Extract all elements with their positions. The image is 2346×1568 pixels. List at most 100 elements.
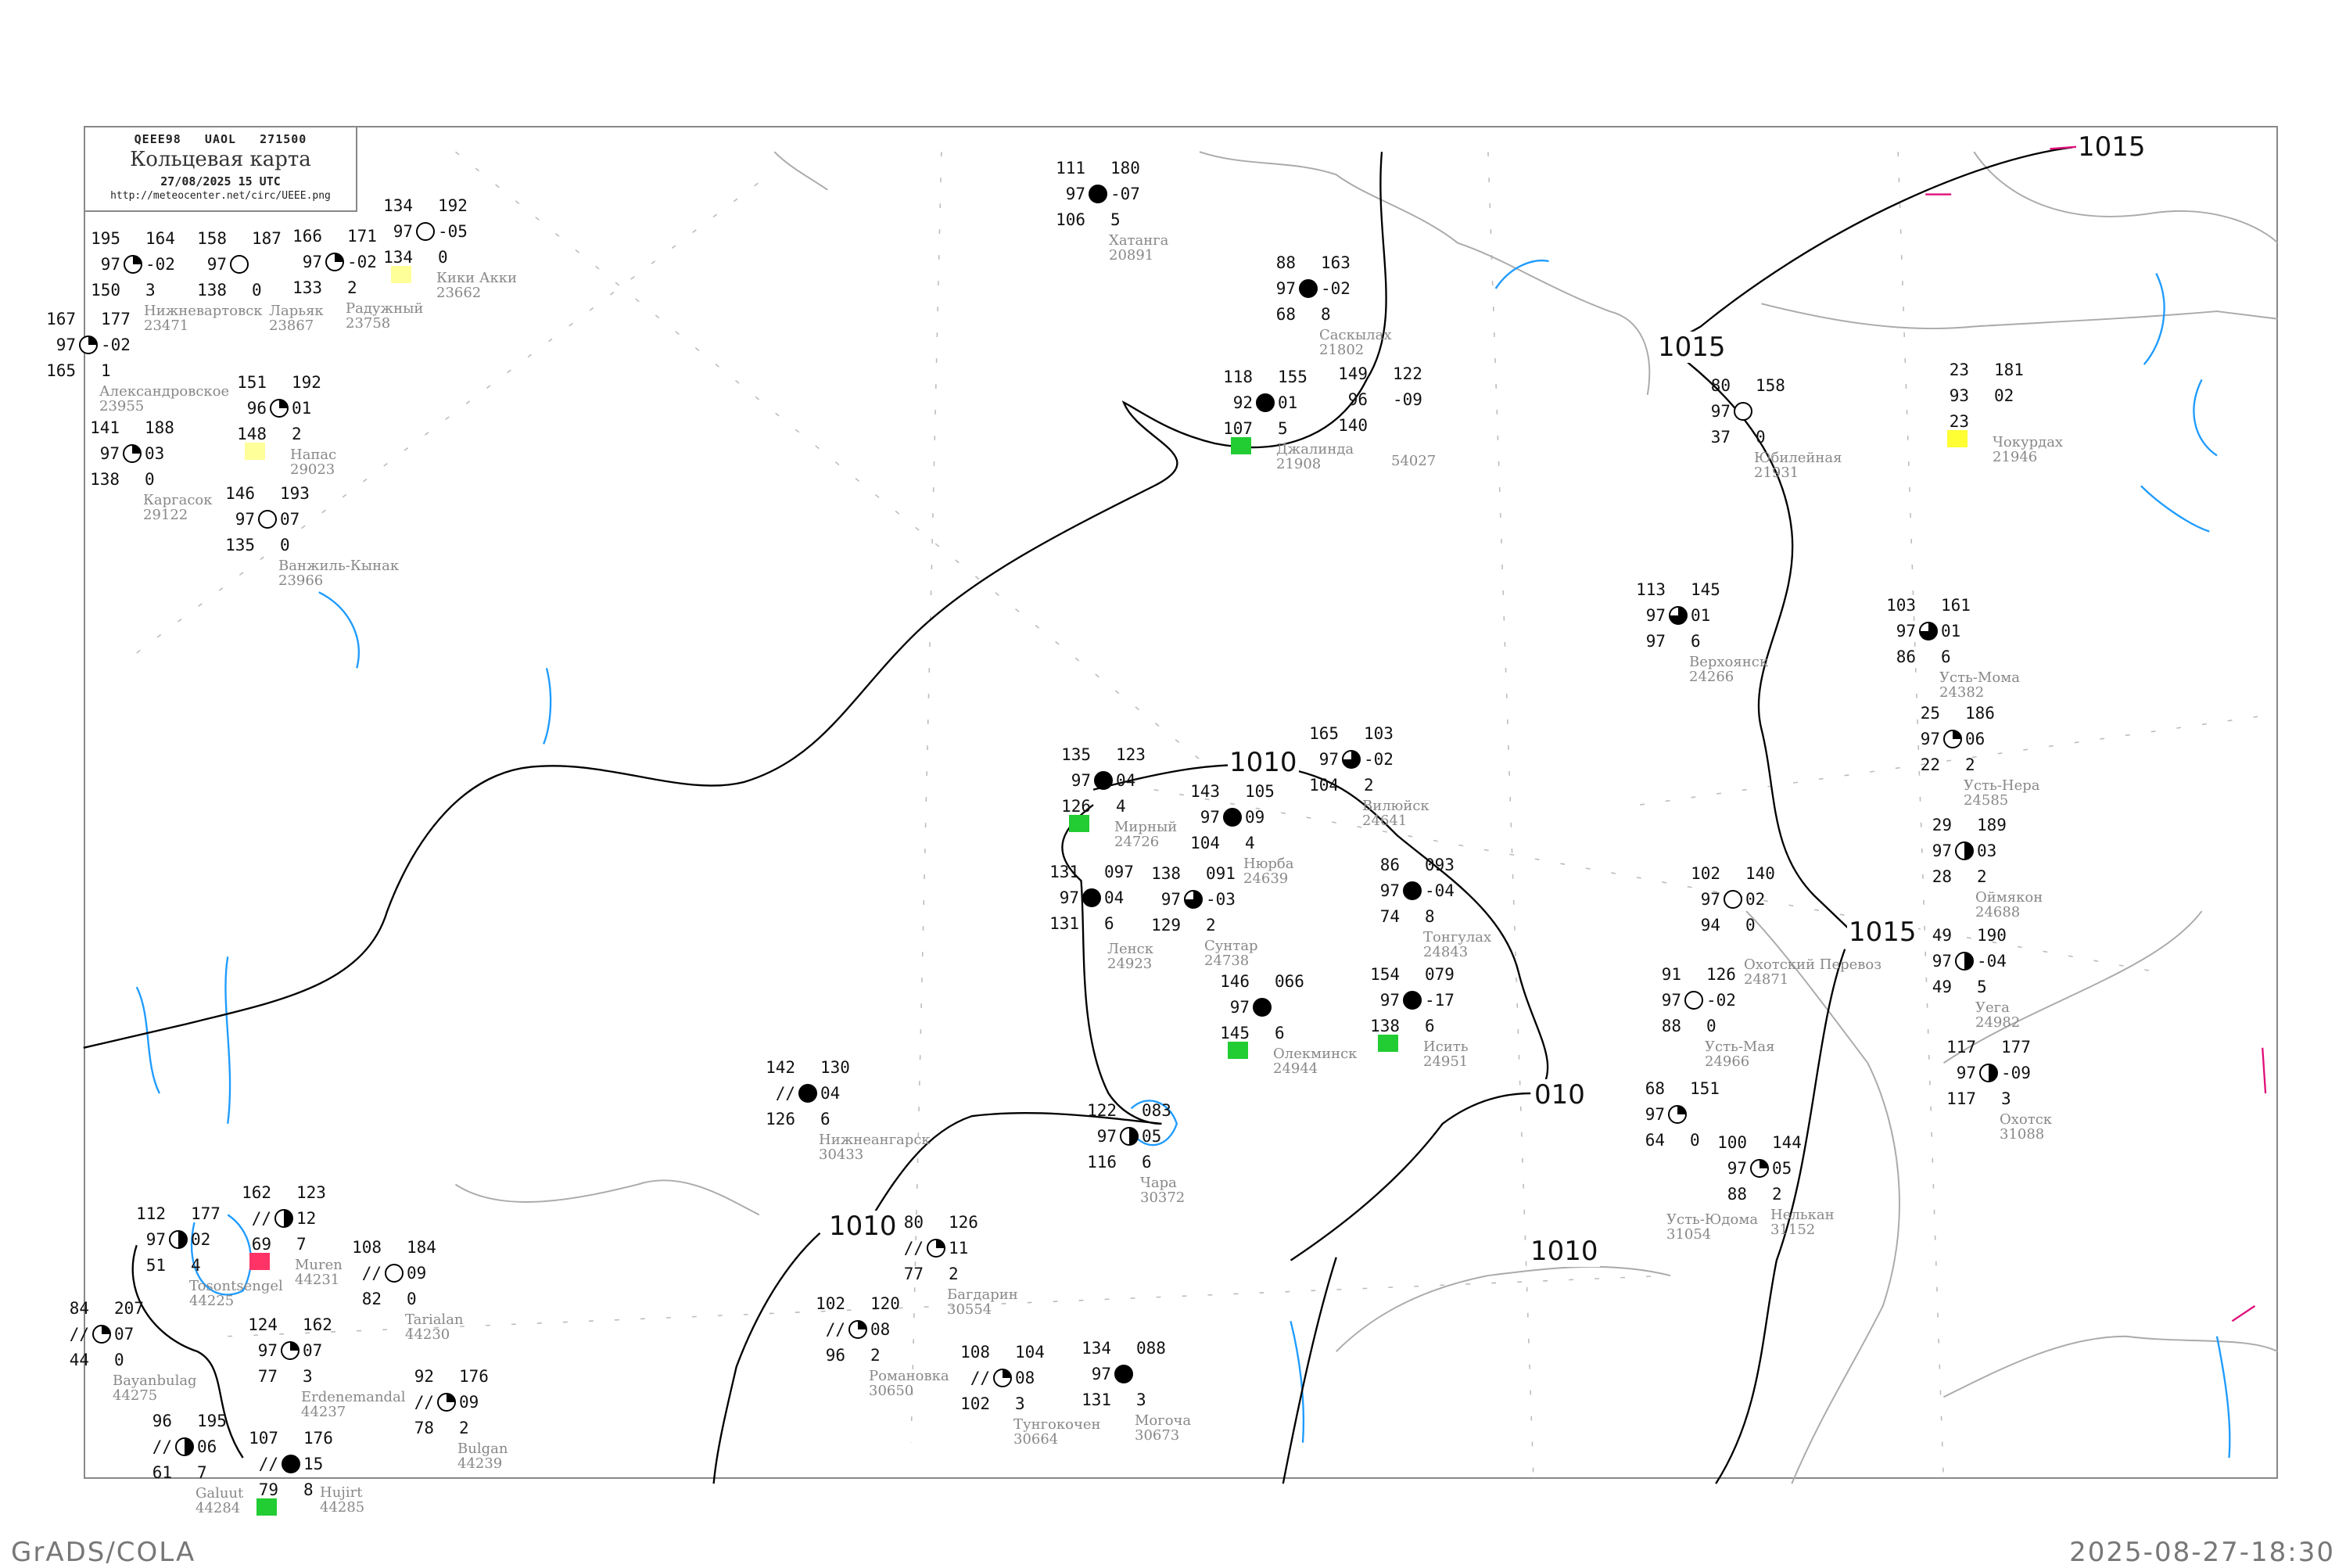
station-name: Ванжиль-Кынак: [278, 558, 400, 574]
station-cloud-amount: 6: [1425, 1017, 1435, 1035]
station-label[interactable]: Ленск 24923: [1107, 942, 1153, 971]
station-index: 24871: [1744, 971, 1789, 988]
station-label[interactable]: Юбилейная 21931: [1754, 450, 1842, 480]
coastline: [1761, 303, 2278, 330]
station-cloud-amount: 6: [1275, 1024, 1285, 1042]
station-tendency: -02: [145, 255, 175, 274]
cloud-cover-icon: [1223, 808, 1242, 827]
station-label[interactable]: Напас 29023: [290, 447, 336, 477]
station-tendency: -04: [1425, 881, 1455, 900]
station-label[interactable]: Усть-Нера 24585: [1964, 778, 2040, 808]
map-url[interactable]: http://meteocenter.net/circ/UEEE.png: [110, 190, 331, 202]
station-name: Хатанга: [1109, 232, 1169, 249]
lake: [1494, 260, 1549, 289]
isobar-label: 1015: [1847, 917, 1918, 948]
station-label[interactable]: Могоча 30673: [1135, 1413, 1191, 1443]
station-index: 31152: [1770, 1222, 1816, 1238]
station-label[interactable]: Охотский Перевоз 24871: [1744, 957, 1881, 987]
station-label[interactable]: Нижнеангарск 30433: [819, 1132, 931, 1162]
station-index: 30673: [1135, 1427, 1180, 1444]
station-label[interactable]: Олекминск 24944: [1273, 1046, 1357, 1076]
station-tendency: 04: [1104, 888, 1125, 907]
station-label[interactable]: Уега 24982: [1975, 1000, 2020, 1030]
station-label[interactable]: Каргасок 29122: [143, 493, 213, 522]
station-label[interactable]: Нижневартовск 23471: [144, 303, 263, 333]
bulletin-code: QEEE98 UAOL 271500: [134, 132, 307, 146]
station-cloud-amount: 5: [1110, 210, 1121, 229]
station-label[interactable]: Тунгокочен 30664: [1013, 1417, 1101, 1447]
station-label[interactable]: Багдарин 30554: [947, 1287, 1018, 1317]
station-name: Кики Акки: [436, 270, 518, 286]
cloud-cover-icon: [437, 1393, 456, 1412]
station-dewpoint: 97: [1200, 808, 1220, 827]
weather-marker: [245, 443, 265, 460]
station-label[interactable]: Исить 24951: [1423, 1039, 1469, 1069]
station-label[interactable]: Ванжиль-Кынак 23966: [278, 558, 399, 588]
station-cloud-base: 61: [152, 1463, 172, 1482]
station-label[interactable]: Джалинда 21908: [1276, 442, 1354, 472]
station-cloud-amount: 3: [303, 1367, 313, 1386]
station-label[interactable]: Оймякон 24688: [1975, 890, 2043, 920]
station-label[interactable]: Нюрба 24639: [1243, 856, 1293, 886]
station-pressure: 123: [1116, 745, 1146, 764]
station-label[interactable]: Александровское 23955: [99, 384, 229, 414]
station-name: Багдарин: [947, 1286, 1018, 1303]
station-cloud-amount: 0: [1745, 916, 1756, 935]
station-pressure: 145: [1691, 580, 1720, 599]
station-label[interactable]: Мирный 24726: [1114, 820, 1177, 849]
station-cloud-amount: 6: [1941, 648, 1951, 666]
station-label[interactable]: Bulgan 44239: [457, 1441, 508, 1471]
station-label[interactable]: Galuut 44284: [196, 1486, 243, 1516]
station-temperature: 146: [225, 484, 255, 503]
station-label[interactable]: Вилюйск 24641: [1362, 798, 1429, 828]
station-label[interactable]: Верхоянск 24266: [1689, 655, 1768, 684]
station-label[interactable]: Tosontsengel 44225: [189, 1279, 283, 1308]
station-label[interactable]: Тонгулах 24843: [1423, 930, 1491, 960]
station-label[interactable]: Hujirt 44285: [320, 1485, 364, 1515]
station-pressure: 104: [1015, 1343, 1045, 1362]
station-dewpoint: 97: [1059, 888, 1079, 907]
isobar-1010-west: [867, 804, 1162, 1223]
station-dewpoint: 96: [1347, 390, 1368, 409]
station-cloud-amount: 0: [438, 248, 448, 267]
station-temperature: 124: [248, 1315, 278, 1334]
map-frame: [84, 126, 2278, 1479]
station-cloud-base: 140: [1338, 416, 1368, 435]
station-label[interactable]: Erdenemandal 44237: [301, 1390, 406, 1419]
station-label[interactable]: Саскылах 21802: [1319, 328, 1391, 357]
station-label[interactable]: 54027: [1391, 439, 1436, 468]
station-temperature: 134: [383, 196, 413, 215]
station-cloud-amount: 3: [1136, 1390, 1146, 1409]
station-cloud-base: 138: [197, 281, 227, 300]
station-label[interactable]: Ларьяк 23867: [269, 303, 324, 333]
station-label[interactable]: Чокурдах 21946: [1993, 435, 2063, 465]
station-label[interactable]: Усть-Мая 24966: [1705, 1039, 1774, 1069]
map-datetime: 27/08/2025 15 UTC: [160, 174, 281, 188]
station-temperature: 80: [903, 1213, 924, 1232]
station-label[interactable]: Усть-Юдома 31054: [1666, 1212, 1758, 1242]
isobar-label: 1015: [1656, 332, 1727, 363]
station-label[interactable]: Чара 30372: [1140, 1175, 1185, 1205]
station-label[interactable]: Bayanbulag 44275: [113, 1373, 197, 1403]
station-name: Чара: [1140, 1175, 1177, 1191]
station-label[interactable]: Радужный 23758: [346, 301, 423, 331]
station-temperature: 100: [1717, 1133, 1747, 1152]
station-label[interactable]: Сунтар 24738: [1204, 938, 1258, 968]
cloud-cover-icon: [385, 1264, 404, 1283]
station-temperature: 80: [1710, 376, 1731, 395]
station-label[interactable]: Усть-Мома 24382: [1939, 670, 2020, 700]
station-index: 44275: [113, 1387, 158, 1404]
station-index: 24266: [1689, 669, 1734, 685]
station-label[interactable]: Охотск 31088: [2000, 1112, 2052, 1142]
station-tendency: 06: [197, 1437, 217, 1456]
station-label[interactable]: Романовка 30650: [869, 1369, 949, 1398]
station-name: Охотский Перевоз: [1744, 956, 1882, 973]
station-label[interactable]: Tarialan 44230: [405, 1312, 464, 1342]
station-label[interactable]: Кики Акки 23662: [436, 271, 517, 300]
station-label[interactable]: Хатанга 20891: [1109, 233, 1168, 263]
station-pressure: 163: [1321, 253, 1351, 272]
station-label[interactable]: Muren 44231: [295, 1258, 343, 1287]
cloud-cover-icon: [927, 1239, 945, 1258]
station-label[interactable]: Нелькан 31152: [1770, 1207, 1835, 1237]
station-temperature: 113: [1636, 580, 1666, 599]
